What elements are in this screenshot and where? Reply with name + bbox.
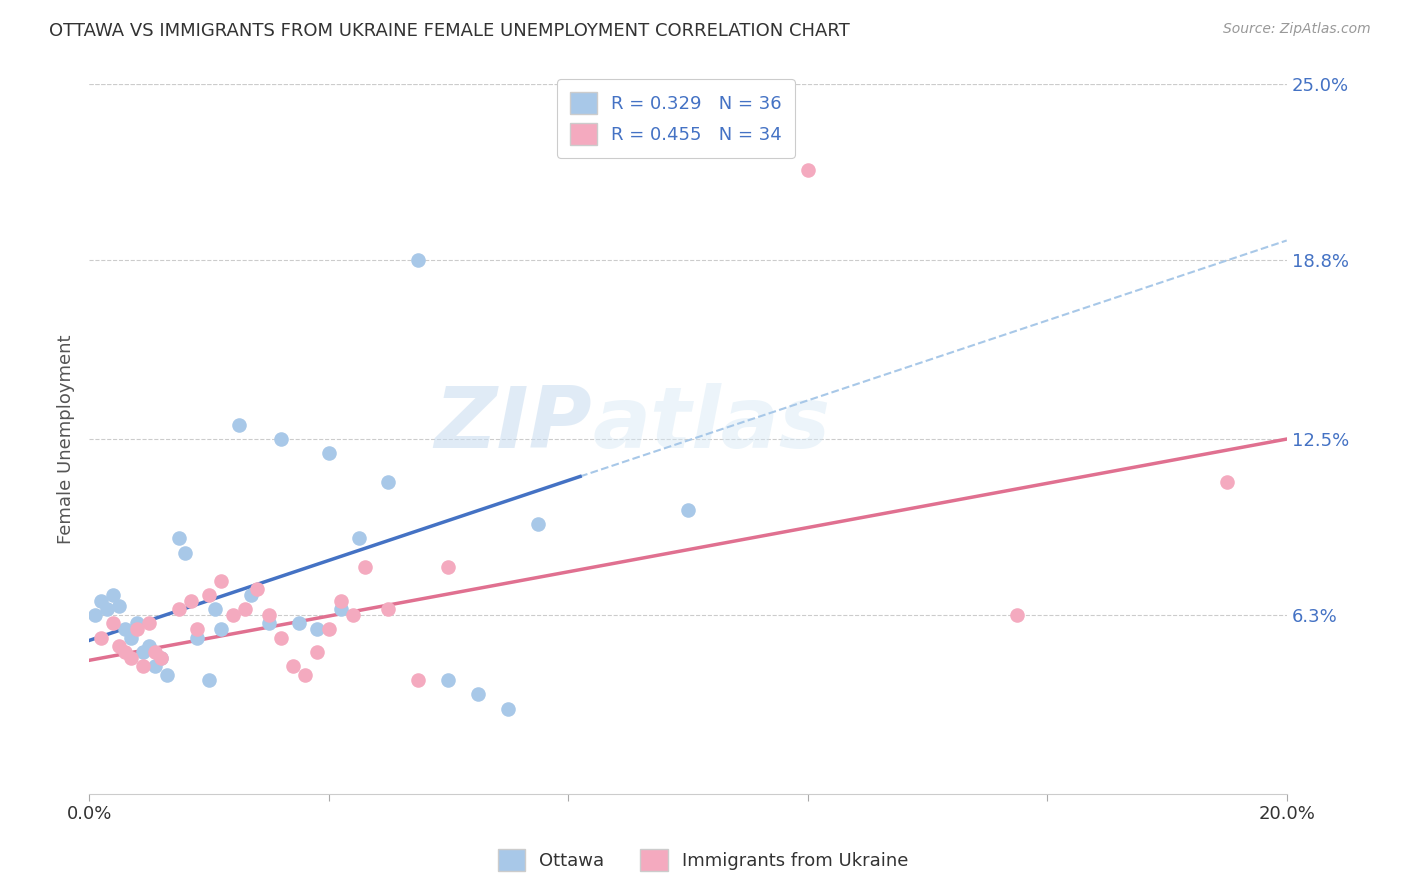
Point [329,594,352,608]
Point [233,602,256,616]
Point [281,659,304,673]
Point [318,622,340,636]
Point [149,650,172,665]
Point [287,616,309,631]
Point [329,602,352,616]
Point [125,616,148,631]
Point [467,687,489,701]
Point [353,559,375,574]
Text: Source: ZipAtlas.com: Source: ZipAtlas.com [1223,22,1371,37]
Point [496,701,519,715]
Point [132,659,155,673]
Point [167,532,190,546]
Point [347,532,370,546]
Point [305,645,328,659]
Text: OTTAWA VS IMMIGRANTS FROM UKRAINE FEMALE UNEMPLOYMENT CORRELATION CHART: OTTAWA VS IMMIGRANTS FROM UKRAINE FEMALE… [49,22,851,40]
Point [342,607,364,622]
Point [676,503,699,517]
Text: ZIP: ZIP [434,384,592,467]
Point [204,602,226,616]
Point [437,673,460,688]
Point [228,417,250,432]
Point [270,631,292,645]
Point [120,650,142,665]
Point [90,594,112,608]
Point [101,588,124,602]
Point [114,622,136,636]
Legend: Ottawa, Immigrants from Ukraine: Ottawa, Immigrants from Ukraine [491,842,915,879]
Point [90,631,112,645]
Point [408,673,430,688]
Point [796,162,818,177]
Point [1216,475,1239,489]
Point [143,645,166,659]
Point [377,602,399,616]
Point [318,446,340,460]
Point [586,78,609,92]
Point [138,616,160,631]
Point [149,650,172,665]
Point [120,631,142,645]
Point [246,582,269,597]
Point [156,667,179,681]
Point [84,607,107,622]
Point [167,602,190,616]
Point [186,622,208,636]
Point [198,588,221,602]
Point [108,639,131,653]
Text: atlas: atlas [592,384,830,467]
Point [377,475,399,489]
Point [96,602,118,616]
Point [239,588,262,602]
Point [1005,607,1028,622]
Point [143,659,166,673]
Point [222,607,245,622]
Point [173,545,195,559]
Point [305,622,328,636]
Point [138,639,160,653]
Legend: R = 0.329   N = 36, R = 0.455   N = 34: R = 0.329 N = 36, R = 0.455 N = 34 [557,79,794,158]
Point [209,622,232,636]
Y-axis label: Female Unemployment: Female Unemployment [58,334,75,544]
Point [132,645,155,659]
Point [437,559,460,574]
Point [198,673,221,688]
Point [209,574,232,588]
Point [101,616,124,631]
Point [257,616,280,631]
Point [125,622,148,636]
Point [108,599,131,614]
Point [257,607,280,622]
Point [114,645,136,659]
Point [180,594,202,608]
Point [527,517,550,532]
Point [186,631,208,645]
Point [270,432,292,446]
Point [294,667,316,681]
Point [408,253,430,268]
